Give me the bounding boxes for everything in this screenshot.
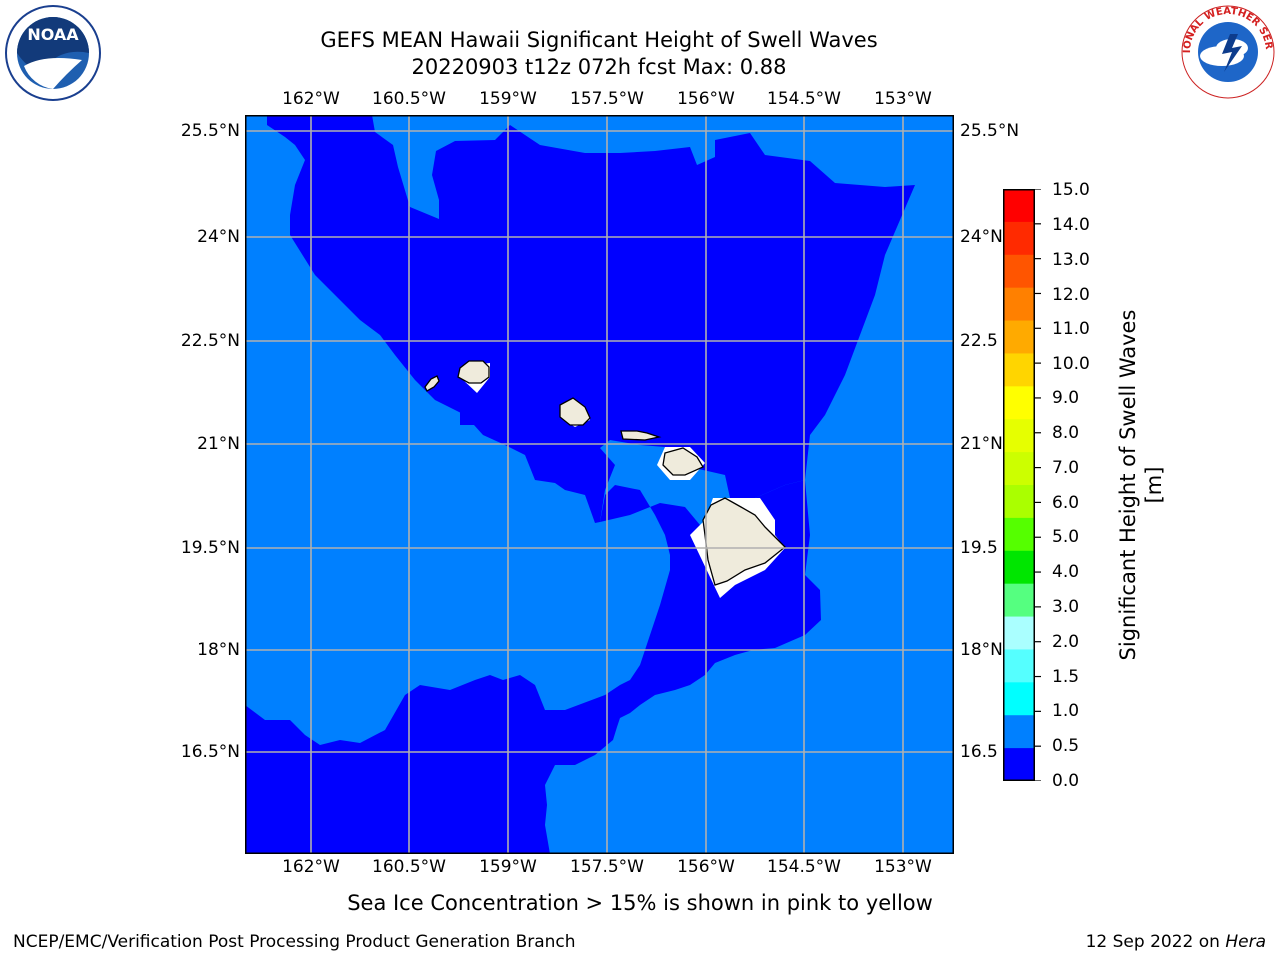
colorbar-tick: 0.0 <box>1052 771 1080 791</box>
colorbar-tick-marks <box>1035 189 1041 781</box>
colorbar-segment <box>1003 583 1035 618</box>
lon-label-bottom: 153°W <box>874 857 932 877</box>
island-kauai <box>457 360 490 384</box>
colorbar-tick: 5.0 <box>1052 527 1080 547</box>
noaa-logo-text: NOAA <box>27 25 79 44</box>
map-frame <box>245 115 954 854</box>
lat-label-right: 18°N <box>960 640 1003 660</box>
colorbar-tick: 14.0 <box>1052 215 1090 235</box>
colorbar-segment <box>1003 320 1035 354</box>
colorbar-frame <box>1003 189 1035 781</box>
colorbar-segment <box>1003 287 1035 322</box>
colorbar-segment <box>1003 221 1035 256</box>
nws-logo: NATIONAL WEATHER SERVICE <box>1180 4 1275 99</box>
colorbar-tick: 6.0 <box>1052 493 1080 513</box>
region-swell-0-0.5-south <box>245 480 821 854</box>
lon-label-top: 159°W <box>479 89 537 109</box>
lat-label-right: 21°N <box>960 434 1003 454</box>
lon-label-top: 157.5°W <box>570 89 644 109</box>
colorbar-tick: 1.0 <box>1052 701 1080 721</box>
colorbar-tick: 9.0 <box>1052 388 1080 408</box>
colorbar-label: Significant Height of Swell Waves [m] <box>1116 309 1166 661</box>
island-oahu <box>559 397 591 426</box>
region-swell-0-0.5-north <box>267 115 915 523</box>
colorbar-tick: 3.0 <box>1052 597 1080 617</box>
lat-label-left: 21°N <box>197 434 240 454</box>
region-swell-0-0.5-cell <box>460 411 474 425</box>
lon-label-bottom: 157.5°W <box>570 857 644 877</box>
colorbar-segment <box>1003 517 1035 552</box>
island-molokai <box>620 430 662 441</box>
sea-ice-note-text: Sea Ice Concentration > 15% is shown in … <box>347 891 933 915</box>
chart-title: GEFS MEAN Hawaii Significant Height of S… <box>320 28 878 52</box>
colorbar-segment <box>1003 353 1035 387</box>
colorbar-segment <box>1003 550 1035 585</box>
lat-label-left: 24°N <box>197 227 240 247</box>
lon-label-top: 153°W <box>874 89 932 109</box>
lon-label-bottom: 162°W <box>282 857 340 877</box>
lon-label-top: 156°W <box>677 89 735 109</box>
colorbar-tick: 11.0 <box>1052 319 1090 339</box>
colorbar-segment <box>1003 485 1035 519</box>
colorbar-tick: 1.5 <box>1052 667 1080 687</box>
colorbar-segment <box>1003 748 1035 781</box>
colorbar-tick: 12.0 <box>1052 285 1090 305</box>
colorbar <box>1003 189 1035 781</box>
footer-date-text: 12 Sep 2022 on <box>1085 932 1220 952</box>
colorbar-segment <box>1003 616 1035 650</box>
lat-label-right: 19.5 <box>960 538 998 558</box>
colorbar-segment <box>1003 649 1035 683</box>
colorbar-segment <box>1003 682 1035 716</box>
lat-label-left: 25.5°N <box>180 121 240 141</box>
colorbar-tick: 10.0 <box>1052 354 1090 374</box>
swell-height-map <box>245 115 954 854</box>
lat-label-left: 19.5°N <box>180 538 240 558</box>
lat-label-right: 22.5 <box>960 331 998 351</box>
colorbar-tick: 13.0 <box>1052 250 1090 270</box>
lat-label-left: 16.5°N <box>180 742 240 762</box>
colorbar-segment <box>1003 715 1035 749</box>
lat-label-right: 16.5 <box>960 742 998 762</box>
colorbar-segment <box>1003 189 1035 223</box>
colorbar-tick: 0.5 <box>1052 736 1080 756</box>
island-maui <box>662 447 704 476</box>
lat-label-left: 18°N <box>197 640 240 660</box>
graticule <box>245 115 954 854</box>
sea-ice-note: Sea Ice Concentration > 15% is shown in … <box>0 891 1280 915</box>
colorbar-tick: 4.0 <box>1052 562 1080 582</box>
colorbar-tick: 8.0 <box>1052 423 1080 443</box>
lon-label-top: 162°W <box>282 89 340 109</box>
lon-label-bottom: 154.5°W <box>767 857 841 877</box>
footer-date: 12 Sep 2022 on Hera <box>1086 932 1266 952</box>
colorbar-tick: 15.0 <box>1052 180 1090 200</box>
lon-label-bottom: 159°W <box>479 857 537 877</box>
footer-credit: NCEP/EMC/Verification Post Processing Pr… <box>13 932 576 952</box>
colorbar-segment <box>1003 254 1035 289</box>
lat-label-left: 22.5°N <box>180 331 240 351</box>
colorbar-segment <box>1003 386 1035 420</box>
lon-label-bottom: 160.5°W <box>372 857 446 877</box>
footer-host: Hera <box>1225 932 1266 952</box>
colorbar-segment <box>1003 452 1035 486</box>
lat-label-right: 25.5°N <box>960 121 1020 141</box>
noaa-logo: NOAA <box>5 5 101 101</box>
lon-label-bottom: 156°W <box>677 857 735 877</box>
chart-subtitle: 20220903 t12z 072h fcst Max: 0.88 <box>411 55 787 79</box>
colorbar-tick: 2.0 <box>1052 632 1080 652</box>
lon-label-top: 160.5°W <box>372 89 446 109</box>
lat-label-right: 24°N <box>960 227 1003 247</box>
lon-label-top: 154.5°W <box>767 89 841 109</box>
colorbar-segment <box>1003 419 1035 453</box>
colorbar-tick: 7.0 <box>1052 458 1080 478</box>
island-niihau <box>424 375 440 392</box>
